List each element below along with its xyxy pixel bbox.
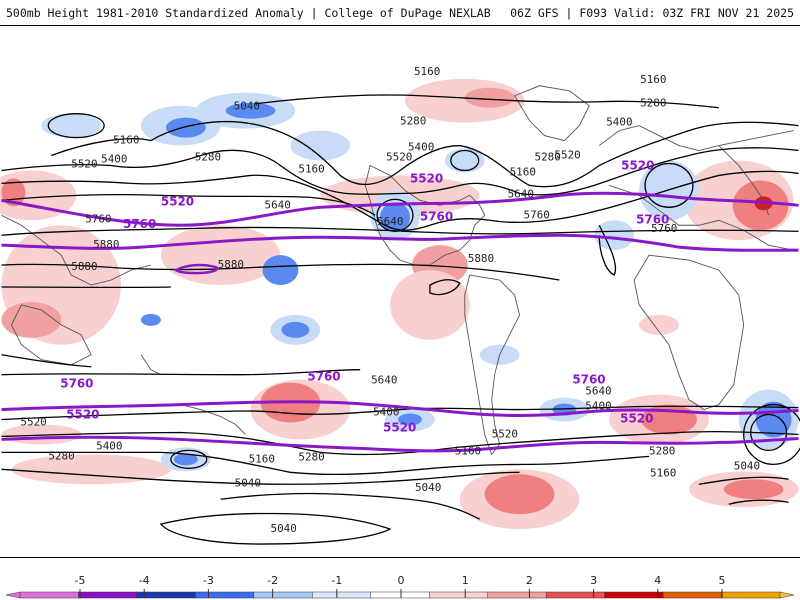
contour-label: 5280 bbox=[195, 150, 221, 163]
contour-labels: 5160 5160 5040 5280 5280 5400 5160 5520 … bbox=[20, 65, 760, 535]
colorbar-segments bbox=[5, 591, 795, 599]
contour-label: 5520 bbox=[386, 150, 412, 163]
contour-label-5520: 5520 bbox=[620, 412, 653, 426]
colorbar-tick-label: -4 bbox=[139, 574, 150, 587]
contour-label: 5640 bbox=[371, 374, 397, 387]
contour-label: 5160 bbox=[414, 65, 440, 78]
contour-label: 5280 bbox=[649, 444, 675, 457]
contour-label: 5640 bbox=[377, 215, 403, 228]
contour-label: 5160 bbox=[298, 162, 324, 175]
contour-label: 5400 bbox=[101, 152, 127, 165]
contour-label: 5040 bbox=[270, 522, 296, 535]
contour-label: 5640 bbox=[508, 187, 534, 200]
contour-label: 5160 bbox=[640, 73, 666, 86]
contour-label: 5640 bbox=[585, 385, 611, 398]
colorbar-segment bbox=[721, 591, 781, 599]
colorbar-segment bbox=[428, 591, 489, 599]
reference-contour-labels: 5520 5520 5520 5520 5520 5760 5760 5760 … bbox=[60, 158, 669, 434]
contour-label-5760: 5760 bbox=[420, 209, 453, 223]
contour-label: 5400 bbox=[585, 400, 611, 413]
colorbar-tick-label: 1 bbox=[462, 574, 469, 587]
contour-label: 5160 bbox=[455, 444, 481, 457]
reference-contours bbox=[1, 191, 799, 453]
contour-label-5760: 5760 bbox=[60, 377, 93, 391]
contour-label-5520: 5520 bbox=[383, 420, 416, 434]
contour-label: 5880 bbox=[71, 260, 97, 273]
coastlines bbox=[1, 85, 794, 456]
colorbar-segment bbox=[195, 591, 255, 599]
contour-label: 5040 bbox=[734, 459, 760, 472]
contour-label: 5400 bbox=[96, 439, 122, 452]
contour-label: 5400 bbox=[606, 116, 632, 129]
contour-label: 5280 bbox=[640, 97, 666, 110]
model-run-info: 06Z GFS | F093 Valid: 03Z FRI NOV 21 202… bbox=[510, 6, 794, 20]
anomaly-map: 5160 5160 5040 5280 5280 5400 5160 5520 … bbox=[0, 25, 800, 558]
contour-label: 5160 bbox=[249, 452, 275, 465]
contour-label: 5640 bbox=[265, 198, 291, 211]
contour-label: 5160 bbox=[650, 466, 676, 479]
colorbar-tick-label: -5 bbox=[75, 574, 86, 587]
contour-label: 5760 bbox=[85, 212, 111, 225]
colorbar-ticks: -5 -4 -3 -2 -1 0 1 2 3 4 5 bbox=[75, 574, 726, 598]
colorbar-segment bbox=[78, 591, 138, 599]
colorbar-segment bbox=[662, 591, 723, 599]
contour-label: 5160 bbox=[510, 165, 536, 178]
colorbar-tick-label: 2 bbox=[526, 574, 533, 587]
colorbar-segment bbox=[312, 591, 372, 599]
contour-label: 5880 bbox=[93, 238, 119, 251]
contour-label: 5280 bbox=[48, 449, 74, 462]
contour-label-5520: 5520 bbox=[410, 171, 443, 185]
colorbar-tick-label: 3 bbox=[590, 574, 597, 587]
chart-title: 500mb Height 1981-2010 Standardized Anom… bbox=[6, 6, 491, 20]
contour-label: 5520 bbox=[554, 149, 580, 162]
contour-label: 5880 bbox=[468, 252, 494, 265]
colorbar-segment bbox=[136, 591, 197, 599]
contour-label: 5520 bbox=[71, 157, 97, 170]
contour-label: 5280 bbox=[400, 115, 426, 128]
contour-label: 5040 bbox=[234, 100, 260, 113]
contour-label-5760: 5760 bbox=[636, 212, 669, 226]
contour-label: 5520 bbox=[492, 427, 518, 440]
contour-label: 5520 bbox=[20, 415, 46, 428]
colorbar-max-arrow bbox=[779, 591, 795, 599]
height-contours bbox=[1, 94, 800, 545]
contour-label: 5760 bbox=[651, 222, 677, 235]
contour-label-5760: 5760 bbox=[123, 217, 156, 231]
colorbar-tick-label: 4 bbox=[654, 574, 661, 587]
colorbar-tick-label: -2 bbox=[267, 574, 278, 587]
colorbar-tick-label: -1 bbox=[331, 574, 342, 587]
colorbar-segment bbox=[370, 591, 430, 599]
contour-label: 5040 bbox=[415, 481, 441, 494]
contour-label: 5280 bbox=[534, 150, 560, 163]
colorbar-tick-label: -3 bbox=[203, 574, 214, 587]
colorbar-tick-label: 5 bbox=[719, 574, 726, 587]
contour-label: 5400 bbox=[373, 406, 399, 419]
colorbar-segment bbox=[545, 591, 606, 599]
contour-label-5760: 5760 bbox=[572, 373, 605, 387]
contour-label: 5160 bbox=[113, 134, 139, 147]
contour-label: 5760 bbox=[524, 208, 550, 221]
contour-label-5520: 5520 bbox=[66, 408, 99, 422]
contour-label: 5280 bbox=[298, 450, 324, 463]
colorbar-segment bbox=[19, 591, 80, 599]
contour-label: 5400 bbox=[408, 141, 434, 154]
contour-label: 5040 bbox=[235, 476, 261, 489]
colorbar: -5 -4 -3 -2 -1 0 1 2 3 4 5 bbox=[5, 574, 795, 599]
colorbar-min-arrow bbox=[5, 591, 21, 599]
colorbar-segment bbox=[487, 591, 547, 599]
contour-label-5520: 5520 bbox=[621, 158, 654, 172]
contour-label: 5880 bbox=[218, 258, 244, 271]
contour-label-5760: 5760 bbox=[307, 370, 340, 384]
colorbar-segment bbox=[604, 591, 664, 599]
colorbar-segment bbox=[253, 591, 314, 599]
contour-label-5520: 5520 bbox=[161, 194, 194, 208]
colorbar-tick-label: 0 bbox=[398, 574, 405, 587]
